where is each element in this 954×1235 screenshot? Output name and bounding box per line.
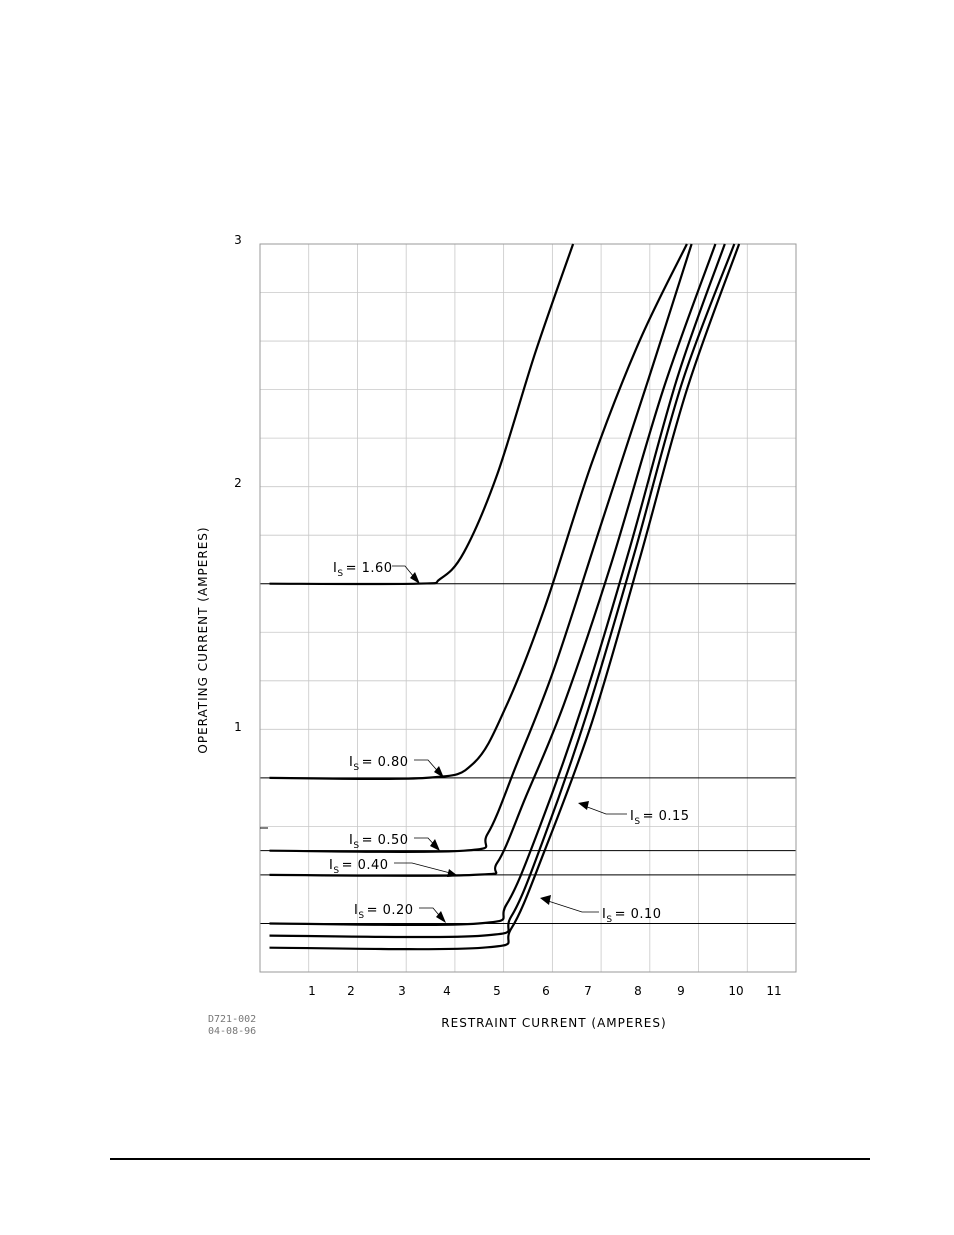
plot-frame [259,243,797,973]
x-axis-title: RESTRAINT CURRENT (AMPERES) [441,1016,666,1030]
curve-series-2 [269,243,693,854]
x-tick-label: 2 [347,984,355,998]
x-tick-label: 7 [584,984,592,998]
drawing-number: D721-002 [208,1014,256,1025]
leader-arrow-3 [447,869,458,877]
x-tick-label: 5 [493,984,501,998]
leader-arrow-2 [430,839,440,851]
reference-lines [260,583,796,924]
curve-series-6 [269,243,741,951]
x-tick-label: 11 [766,984,781,998]
curve-label-6: IS = 0.10 [602,907,662,925]
leader-arrow-1 [434,766,444,778]
x-tick-label: 3 [398,984,406,998]
curve-label-4: IS = 0.20 [354,903,414,921]
y-tick-label: 3 [234,233,242,247]
curve-series-5 [269,243,736,939]
curve-label-0: IS = 1.60 [333,561,393,579]
x-tick-label: 8 [634,984,642,998]
curve-label-5: IS = 0.15 [630,809,690,827]
x-tick-label: 4 [443,984,451,998]
x-tick-label: 9 [677,984,685,998]
leader-line-6 [544,899,599,913]
x-tick-label: 10 [728,984,743,998]
curve-label-3: IS = 0.40 [329,858,389,876]
curve-series-3 [269,243,717,877]
y-tick-label: 2 [234,476,242,490]
curve-label-2: IS = 0.50 [349,833,409,851]
x-tick-label: 1 [308,984,316,998]
leader-line-3 [394,862,455,875]
x-tick-label: 6 [542,984,550,998]
y-axis-title: OPERATING CURRENT (AMPERES) [196,526,210,753]
curve-label-1: IS = 0.80 [349,755,409,773]
curve-leaders: IS = 1.60 IS = 0.80 IS = 0.50 IS = 0.40 IS = 0.20… [329,561,690,925]
curve-series-1 [269,243,688,781]
grid [260,244,796,972]
curves [269,243,741,951]
x-tick-labels: 1 2 3 4 5 6 7 8 9 10 11 [308,984,781,998]
leader-arrow-5 [578,801,589,810]
footer-rule [110,1158,870,1160]
leader-arrow-4 [436,911,446,923]
leader-arrow-6 [540,895,551,905]
y-tick-label: 1 [234,720,242,734]
leader-line-5 [581,804,627,815]
y-tick-labels: 1 2 3 [234,233,242,734]
drawing-date: 04-08-96 [208,1026,256,1037]
curve-series-0 [269,243,575,586]
curve-series-4 [269,243,726,927]
leader-arrow-0 [410,572,420,584]
